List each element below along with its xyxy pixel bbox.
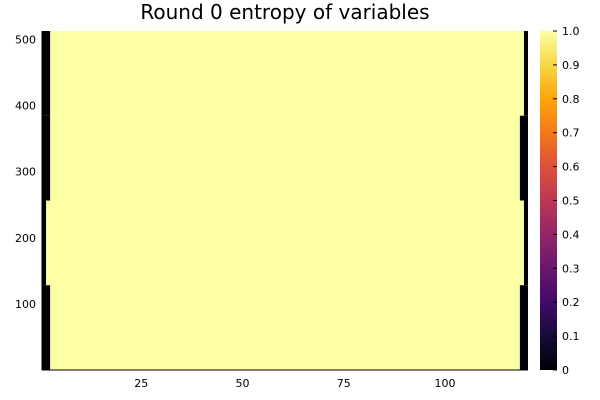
axes: 25 50 75 100 100 200 300 400 500 (15, 31, 528, 390)
colorbar-tick-label: 0 (562, 364, 569, 377)
heatmap-edge-region-2 (42, 115, 51, 201)
colorbar-tick-label: 0.1 (562, 330, 580, 343)
colorbar-tick-label: 0.2 (562, 296, 580, 309)
y-tick-label: 100 (15, 298, 36, 311)
chart-title: Round 0 entropy of variables (140, 0, 429, 24)
y-tick-label: 300 (15, 166, 36, 179)
heatmap-edge-region-6 (519, 115, 528, 201)
y-tick-label: 500 (15, 33, 36, 46)
colorbar-tick-label: 0.5 (562, 195, 580, 208)
heatmap-interior (42, 31, 528, 370)
x-tick-label: 75 (337, 377, 351, 390)
colorbar-tick-label: 0.6 (562, 161, 580, 174)
colorbar-gradient (540, 31, 557, 370)
heatmap-edge-region-4 (519, 285, 528, 370)
y-tick-label: 400 (15, 99, 36, 112)
x-tick-label: 50 (235, 377, 249, 390)
heatmap-edge-region-3 (42, 31, 51, 116)
heatmap-edge-region-7 (523, 31, 528, 116)
colorbar-tick-label: 0.3 (562, 262, 580, 275)
colorbar-tick-label: 0.4 (562, 228, 580, 241)
colorbar-tick-label: 0.8 (562, 93, 580, 106)
colorbar: 0 0.1 0.2 0.3 0.4 0.5 0.6 0.7 0.8 0.9 1.0 (540, 25, 580, 377)
x-tick-label: 100 (434, 377, 455, 390)
colorbar-tick-label: 1.0 (562, 25, 580, 38)
colorbar-tick-label: 0.7 (562, 127, 580, 140)
y-tick-label: 200 (15, 232, 36, 245)
heatmap-edge-region-0 (42, 285, 51, 370)
heatmap-edge-region-5 (523, 200, 528, 286)
heatmap-cells (42, 31, 528, 370)
colorbar-tick-label: 0.9 (562, 59, 580, 72)
heatmap-edge-region-1 (42, 200, 47, 286)
x-tick-label: 25 (134, 377, 148, 390)
